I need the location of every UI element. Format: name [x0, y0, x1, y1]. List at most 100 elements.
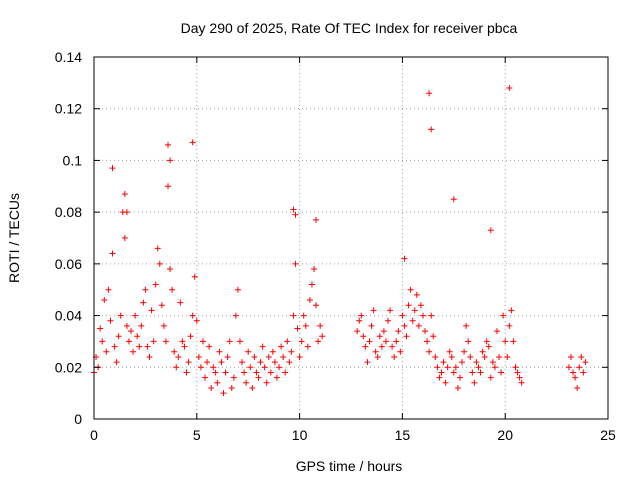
- data-point: [278, 343, 285, 350]
- data-point: [578, 353, 585, 360]
- data-point: [430, 333, 437, 340]
- data-point: [156, 260, 163, 267]
- x-tick-label: 5: [193, 427, 201, 443]
- data-point: [483, 338, 490, 345]
- data-point: [391, 353, 398, 360]
- data-point: [302, 322, 309, 329]
- data-point: [130, 348, 137, 355]
- data-point: [454, 384, 461, 391]
- data-point: [253, 369, 260, 376]
- data-point: [354, 328, 361, 335]
- data-point: [257, 359, 264, 366]
- data-point: [212, 369, 219, 376]
- data-point: [576, 364, 583, 371]
- data-point: [109, 165, 116, 172]
- data-point: [500, 312, 507, 319]
- data-point: [306, 297, 313, 304]
- data-point: [471, 379, 478, 386]
- data-point: [360, 333, 367, 340]
- data-point: [514, 369, 521, 376]
- data-point: [565, 364, 572, 371]
- data-point: [107, 317, 114, 324]
- data-point: [292, 260, 299, 267]
- x-tick-labels: 0 5 10 15 20 25: [90, 427, 616, 443]
- data-point: [173, 364, 180, 371]
- data-point: [399, 312, 406, 319]
- data-point: [467, 353, 474, 360]
- data-point: [123, 322, 130, 329]
- data-point: [121, 191, 128, 198]
- data-point: [134, 333, 141, 340]
- data-point: [477, 369, 484, 376]
- data-point: [160, 322, 167, 329]
- data-point: [487, 227, 494, 234]
- data-point: [276, 364, 283, 371]
- data-point: [255, 374, 262, 381]
- data-point: [202, 374, 209, 381]
- data-point: [103, 348, 110, 355]
- data-point: [206, 343, 213, 350]
- data-point: [111, 343, 118, 350]
- data-point: [481, 353, 488, 360]
- data-point: [171, 348, 178, 355]
- data-point: [128, 328, 135, 335]
- data-point: [440, 359, 447, 366]
- data-point: [115, 333, 122, 340]
- data-point: [372, 348, 379, 355]
- data-point: [132, 312, 139, 319]
- data-point: [117, 312, 124, 319]
- data-point: [426, 348, 433, 355]
- data-point: [241, 369, 248, 376]
- data-point: [158, 302, 165, 309]
- y-tick-label: 0.12: [55, 101, 82, 117]
- data-point: [419, 312, 426, 319]
- data-point: [313, 302, 320, 309]
- data-point: [144, 343, 151, 350]
- data-point: [506, 322, 513, 329]
- data-point: [148, 307, 155, 314]
- data-point: [136, 343, 143, 350]
- data-point: [459, 359, 466, 366]
- data-point: [465, 338, 472, 345]
- data-point: [214, 379, 221, 386]
- data-point: [434, 364, 441, 371]
- data-point: [146, 353, 153, 360]
- y-tick-label: 0.08: [55, 204, 82, 220]
- data-point: [385, 317, 392, 324]
- data-point: [269, 348, 276, 355]
- data-point: [401, 322, 408, 329]
- data-point: [516, 374, 523, 381]
- data-point: [290, 206, 297, 213]
- data-point: [567, 353, 574, 360]
- data-point: [175, 353, 182, 360]
- data-point: [105, 286, 112, 293]
- data-point: [187, 333, 194, 340]
- data-point: [364, 359, 371, 366]
- data-point: [167, 157, 174, 164]
- data-point: [572, 374, 579, 381]
- y-tick-label: 0.04: [55, 308, 82, 324]
- data-point: [389, 343, 396, 350]
- data-point: [428, 126, 435, 133]
- data-point: [395, 328, 402, 335]
- data-point: [496, 353, 503, 360]
- data-point: [99, 338, 106, 345]
- data-point: [265, 353, 272, 360]
- data-point: [450, 196, 457, 203]
- data-points: [91, 85, 589, 397]
- data-point: [304, 343, 311, 350]
- data-point: [230, 374, 237, 381]
- data-point: [288, 348, 295, 355]
- data-point: [216, 348, 223, 355]
- data-point: [282, 369, 289, 376]
- data-point: [245, 348, 252, 355]
- data-point: [403, 333, 410, 340]
- data-point: [162, 338, 169, 345]
- data-point: [247, 364, 254, 371]
- data-point: [123, 209, 130, 216]
- data-point: [356, 317, 363, 324]
- data-point: [479, 348, 486, 355]
- x-tick-label: 20: [497, 427, 513, 443]
- x-tick-label: 15: [395, 427, 411, 443]
- data-point: [183, 369, 190, 376]
